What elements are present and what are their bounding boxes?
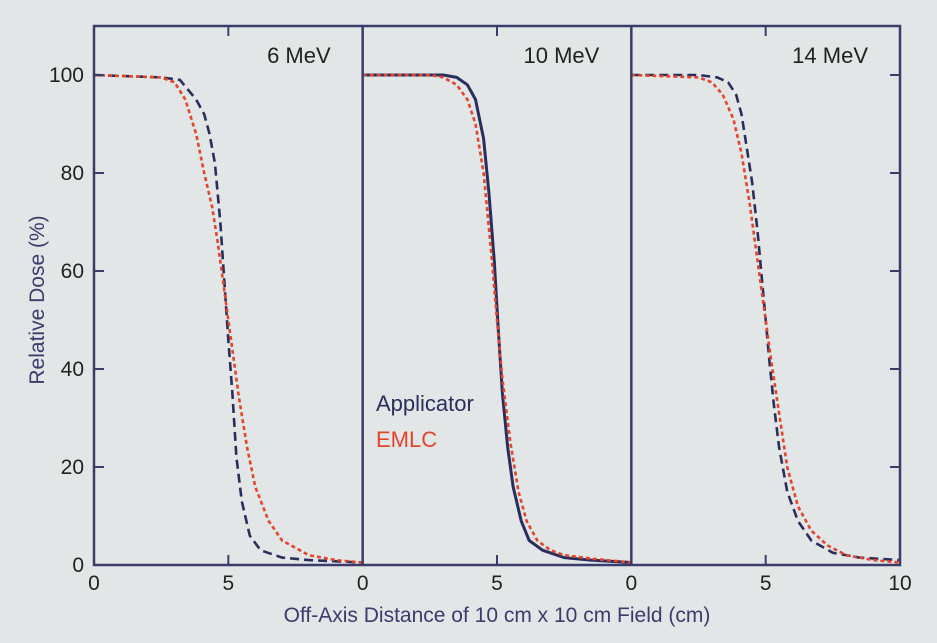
x-tick-label-panel-2: 0 <box>357 572 369 595</box>
axis-layer: 0 20 40 60 80 100 <box>49 24 902 577</box>
x-tick-label-panel-3: 10 <box>888 572 911 595</box>
y-tick-label: 100 <box>49 64 84 87</box>
x-tick-label-panel-3: 0 <box>625 572 637 595</box>
series-applicator-panel-2 <box>362 73 632 564</box>
panel-title-1: 6 MeV <box>267 43 331 68</box>
x-tick-label-panel-3: 5 <box>760 572 772 595</box>
y-tick-label: 60 <box>61 260 84 283</box>
panel-title-2: 10 MeV <box>524 43 600 68</box>
series-applicator-panel-3 <box>631 73 901 562</box>
y-tick-label: 0 <box>72 554 84 577</box>
panel-2: 10 MeV 0 5 <box>357 26 632 595</box>
legend: Applicator EMLC <box>376 391 474 452</box>
x-tick-label-panel-1: 5 <box>222 572 234 595</box>
panels-layer: 6 MeV 0 5 10 MeV 0 5 14 MeV 0 5 10 <box>88 26 912 595</box>
x-axis-label: Off-Axis Distance of 10 cm x 10 cm Field… <box>284 604 711 627</box>
panel-title-3: 14 MeV <box>792 43 868 68</box>
series-emlc-panel-3 <box>631 73 901 564</box>
y-axis-label: Relative Dose (%) <box>26 215 49 384</box>
x-tick-label-panel-2: 5 <box>491 572 503 595</box>
y-tick-label: 20 <box>61 456 84 479</box>
x-tick-label-panel-1: 0 <box>88 572 100 595</box>
y-tick-label: 40 <box>61 358 84 381</box>
plot-frame <box>92 24 902 567</box>
panel-1: 6 MeV 0 5 <box>88 26 363 595</box>
y-tick-label: 80 <box>61 162 84 185</box>
legend-entry-emlc: EMLC <box>376 427 437 452</box>
legend-entry-applicator: Applicator <box>376 391 474 416</box>
panel-3: 14 MeV 0 5 10 <box>625 26 912 595</box>
series-emlc-panel-2 <box>362 73 632 564</box>
series-emlc-panel-1 <box>93 73 363 564</box>
